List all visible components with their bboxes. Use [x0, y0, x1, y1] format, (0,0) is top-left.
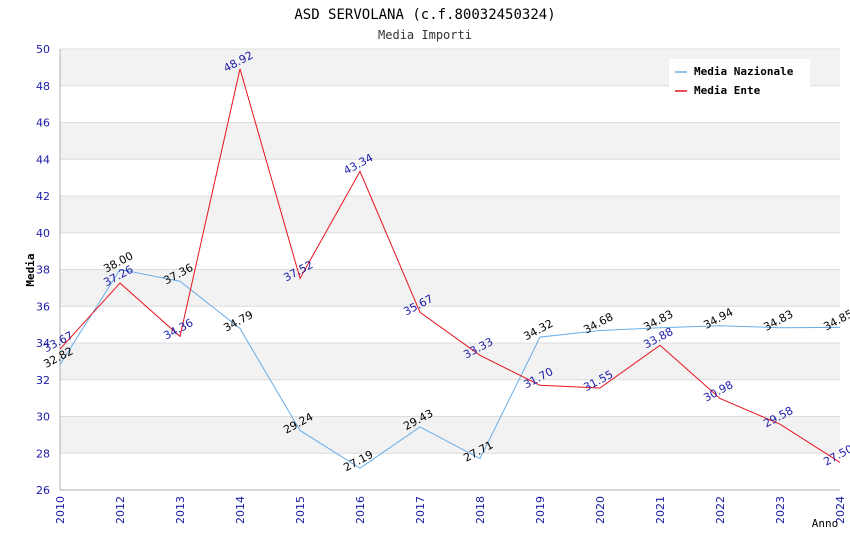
- background-band: [60, 122, 840, 160]
- x-tick-label: 2010: [54, 496, 67, 524]
- series-lines: [59, 68, 841, 469]
- background-band: [60, 379, 840, 417]
- series-line-media-nazionale: [59, 268, 841, 469]
- x-axis-label: Anno: [812, 517, 839, 530]
- x-tick-label: 2021: [654, 496, 667, 524]
- background-band: [60, 306, 840, 343]
- x-tick-labels: 2010 2012 2013 2014 2015 2016 2017 2018 2019 2020…: [54, 496, 847, 524]
- y-tick-label: 40: [36, 227, 50, 240]
- x-tick-label: 2023: [774, 496, 787, 524]
- background-band: [60, 232, 840, 270]
- x-tick-label: 2016: [354, 496, 367, 524]
- y-tick-label: 26: [36, 484, 50, 497]
- series-line-media-ente: [59, 68, 841, 463]
- y-tick-label: 34: [36, 337, 50, 350]
- y-tick-label: 28: [36, 447, 50, 460]
- x-tick-label: 2022: [714, 496, 727, 524]
- chart-title: ASD SERVOLANA (c.f.80032450324): [294, 7, 555, 23]
- y-axis-label: Media: [24, 253, 37, 286]
- legend: Media Nazionale Media Ente: [669, 59, 810, 104]
- y-tick-label: 44: [36, 153, 50, 166]
- x-tick-label: 2015: [294, 496, 307, 524]
- legend-box: [669, 59, 810, 104]
- y-tick-label: 46: [36, 117, 50, 130]
- background-band: [60, 269, 840, 307]
- y-tick-label: 30: [36, 411, 50, 424]
- background-band: [60, 343, 840, 380]
- legend-label-media-nazionale: Media Nazionale: [694, 65, 794, 78]
- x-tick-label: 2017: [414, 496, 427, 524]
- x-tick-label: 2012: [114, 496, 127, 524]
- y-tick-label: 32: [36, 374, 50, 387]
- y-tick-labels: 26 28 30 32 34 36 38 40 42 44 46 48 50: [36, 43, 50, 497]
- x-tick-label: 2018: [474, 496, 487, 524]
- y-tick-label: 36: [36, 300, 50, 313]
- x-tick-label: 2013: [174, 496, 187, 524]
- background-bands: [60, 49, 840, 490]
- y-tick-label: 38: [36, 264, 50, 277]
- x-tick-label: 2019: [534, 496, 547, 524]
- legend-label-media-ente: Media Ente: [694, 84, 761, 97]
- background-band: [60, 159, 840, 196]
- axes: [59, 49, 840, 491]
- x-tick-label: 2020: [594, 496, 607, 524]
- background-band: [60, 196, 840, 233]
- chart-subtitle: Media Importi: [378, 28, 472, 42]
- x-tick-label: 2024: [834, 496, 847, 524]
- y-tick-label: 48: [36, 80, 50, 93]
- y-tick-label: 50: [36, 43, 50, 56]
- y-tick-label: 42: [36, 190, 50, 203]
- background-band: [60, 416, 840, 454]
- x-tick-label: 2014: [234, 496, 247, 524]
- background-band: [60, 453, 840, 490]
